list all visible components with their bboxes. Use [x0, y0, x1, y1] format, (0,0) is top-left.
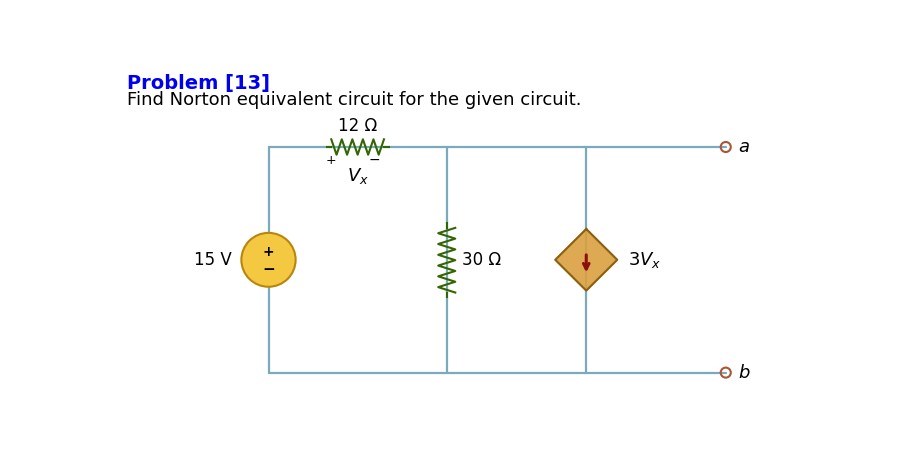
Polygon shape	[556, 229, 617, 291]
Text: 30 Ω: 30 Ω	[462, 251, 501, 269]
Text: 12 Ω: 12 Ω	[338, 116, 377, 135]
Text: +: +	[326, 154, 337, 167]
Text: +: +	[262, 245, 274, 259]
Text: $b$: $b$	[738, 364, 751, 382]
Text: $a$: $a$	[738, 138, 750, 156]
Text: $V_x$: $V_x$	[347, 166, 369, 186]
Text: −: −	[262, 263, 275, 277]
Text: 15 V: 15 V	[193, 251, 232, 269]
Text: Find Norton equivalent circuit for the given circuit.: Find Norton equivalent circuit for the g…	[127, 91, 582, 109]
Text: −: −	[369, 153, 380, 167]
Text: $3V_x$: $3V_x$	[628, 250, 661, 270]
Text: Problem [13]: Problem [13]	[127, 74, 271, 93]
Circle shape	[242, 233, 296, 287]
